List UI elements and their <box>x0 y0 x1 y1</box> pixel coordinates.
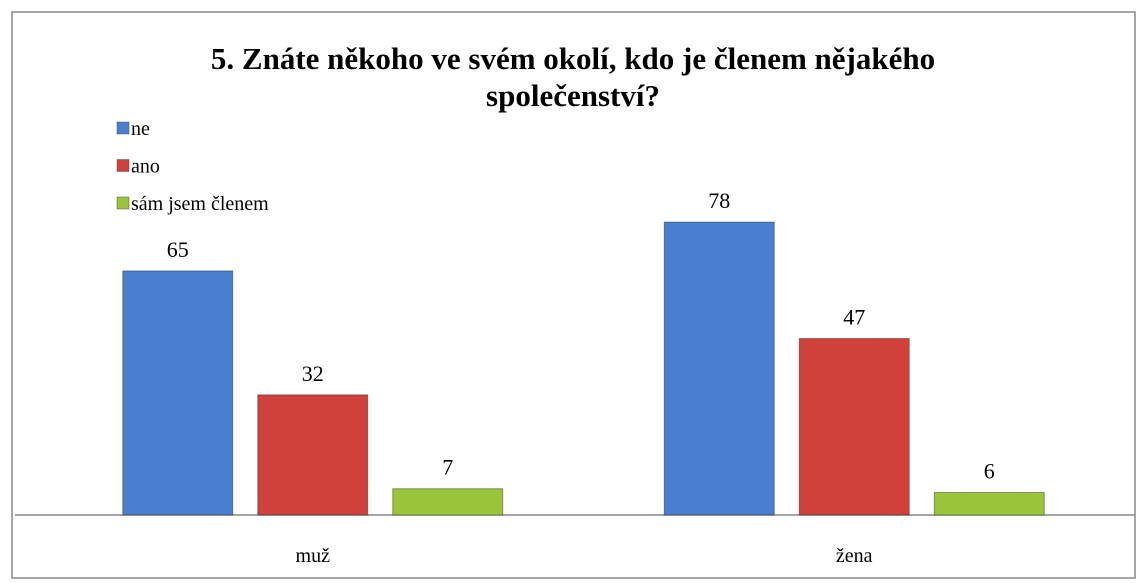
legend-swatch <box>116 196 130 210</box>
bar <box>663 221 775 516</box>
value-label: 78 <box>708 188 730 213</box>
value-label: 6 <box>984 458 995 483</box>
bar <box>392 488 504 516</box>
legend-swatch <box>116 121 130 135</box>
chart-title: 5. Znáte někoho ve svém okolí, kdo je čl… <box>210 41 936 113</box>
bar <box>798 337 910 516</box>
legend-label: ne <box>131 118 150 140</box>
legend-label: ano <box>131 156 160 178</box>
legend-swatch <box>116 159 130 172</box>
bar <box>257 394 369 516</box>
x-tick-label: muž <box>296 545 331 567</box>
bar <box>122 270 234 516</box>
bar <box>933 491 1045 516</box>
value-label: 47 <box>843 304 865 329</box>
value-label: 32 <box>302 361 324 386</box>
value-label: 65 <box>167 237 189 262</box>
value-label: 7 <box>442 455 453 480</box>
x-tick-label: žena <box>836 545 873 567</box>
legend-label: sám jsem členem <box>131 193 269 215</box>
